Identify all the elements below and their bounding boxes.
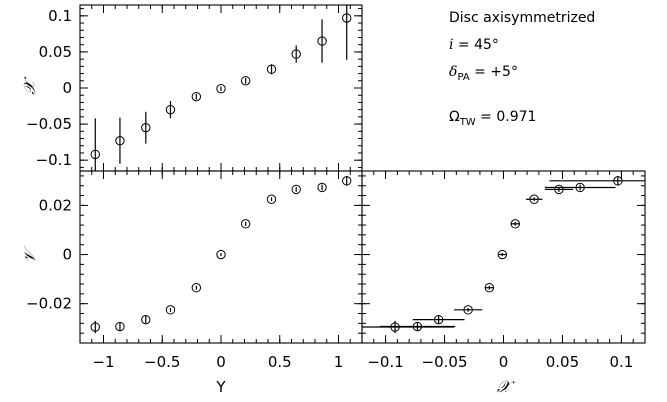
data-point: [291, 184, 301, 195]
plot-frame: [79, 170, 363, 344]
x-tick-label: 1: [334, 353, 344, 371]
y-tick-label: 0.02: [39, 196, 72, 214]
y-tick-label: −0.02: [26, 295, 72, 313]
y-tick-label: −0.1: [36, 151, 72, 169]
annotation-pa-symbol: δ: [449, 64, 457, 80]
x-tick-label: −0.05: [422, 353, 468, 371]
data-point: [575, 182, 585, 193]
y-tick-label: 0: [62, 246, 72, 264]
annotation-title: Disc axisymmetrized: [449, 10, 595, 26]
data-point: [115, 135, 125, 146]
panel-bottom-left: −1 −0.5 0 0.5 1 −0.02 0 0.02 𝒱 Y: [20, 170, 363, 396]
annotation-pa-subscript: PA: [457, 72, 469, 83]
annotation-pattern-speed: ΩTW = 0.971: [449, 109, 536, 128]
data-point: [216, 84, 226, 94]
data-point: [165, 305, 176, 315]
data-point: [342, 13, 352, 23]
x-tick-label: 0: [499, 353, 509, 371]
data-point: [484, 283, 495, 293]
x-tick-label: 0: [216, 353, 226, 371]
data-point: [141, 314, 151, 325]
annotation-pa-value: = +5°: [470, 64, 518, 80]
x-tick-label: −1: [92, 353, 114, 371]
x-tick-label: 0.05: [546, 353, 579, 371]
annotation-inclination-symbol: i: [449, 37, 453, 53]
panel-top-left: −0.1 −0.05 0 0.05 0.1 𝒳: [20, 4, 363, 172]
data-point: [90, 149, 100, 160]
y-tick-label: 0.05: [39, 43, 72, 61]
y-tick-label: −0.05: [26, 115, 72, 133]
annotation-inclination: i = 45°: [449, 37, 499, 53]
y-axis-label: 𝒱: [20, 245, 39, 264]
data-point: [463, 305, 473, 315]
panel-bottom-right: −0.1 −0.05 0 0.05 0.1 𝒳: [361, 170, 646, 396]
data-point: [554, 184, 564, 195]
y-tick-label: 0.1: [48, 7, 72, 25]
data-point: [141, 122, 151, 133]
data-point: [240, 76, 251, 86]
x-tick-label: −0.1: [367, 353, 403, 371]
data-point: [266, 194, 277, 204]
annotation-omega-symbol: Ω: [449, 109, 460, 125]
annotation-inclination-value: = 45°: [453, 37, 498, 53]
x-tick-label: 0.1: [609, 353, 633, 371]
data-point: [216, 249, 226, 260]
data-point: [266, 64, 277, 74]
y-axis-label: 𝒳: [20, 76, 39, 95]
data-point: [433, 314, 444, 325]
data-point: [613, 176, 623, 186]
data-point: [291, 49, 301, 59]
data-point: [191, 91, 202, 102]
data-point: [529, 194, 539, 204]
data-point: [191, 283, 202, 293]
data-point: [240, 219, 251, 229]
y-tick-label: 0: [62, 79, 72, 97]
data-point: [342, 176, 352, 186]
data-point: [497, 249, 508, 260]
data-point: [115, 321, 125, 332]
plot-frame: [361, 170, 646, 344]
x-tick-label: −0.5: [144, 353, 180, 371]
annotation-block: Disc axisymmetrized i = 45° δPA = +5° ΩT…: [449, 10, 595, 128]
data-point: [510, 219, 520, 229]
annotation-omega-value: = 0.971: [476, 109, 537, 125]
annotation-pa-offset: δPA = +5°: [449, 64, 518, 83]
data-point: [165, 104, 176, 115]
data-point: [412, 321, 423, 332]
data-point: [90, 322, 100, 332]
x-axis-label: Y: [215, 378, 226, 396]
x-axis-label: 𝒳: [497, 377, 516, 396]
data-point: [317, 36, 327, 46]
annotation-omega-subscript: TW: [459, 117, 476, 128]
data-point: [317, 182, 327, 193]
x-tick-label: 0.5: [268, 353, 292, 371]
